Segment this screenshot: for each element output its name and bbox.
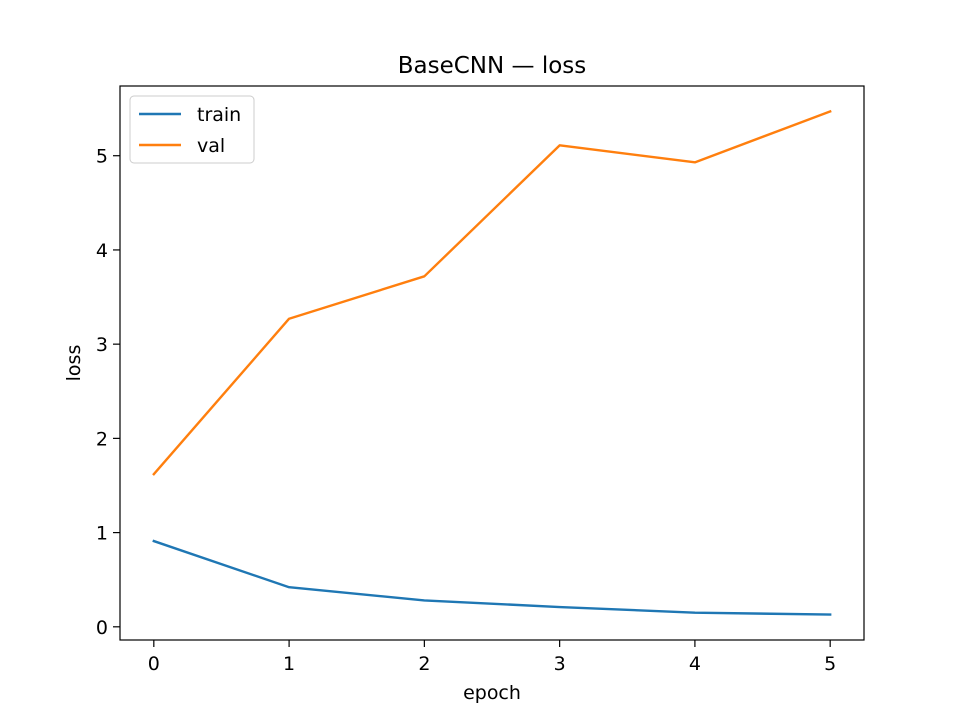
axes-layer: 0 1 2 3 4 5 0 1 2 3 4 5: [96, 146, 836, 675]
y-tick-label: 2: [96, 428, 108, 450]
x-tick-label: 3: [554, 653, 566, 675]
legend-box: [129, 95, 255, 164]
y-tick-label: 4: [96, 240, 108, 262]
y-tick-label: 0: [96, 617, 108, 639]
series-line-val: [152, 109, 832, 476]
series-line-train: [152, 539, 832, 616]
y-tick-label: 3: [96, 334, 108, 356]
x-tick-label: 5: [824, 653, 836, 675]
y-axis-label: loss: [63, 345, 85, 382]
plot-frame: [119, 85, 865, 641]
y-tick-label: 5: [96, 146, 108, 168]
x-axis-label: epoch: [463, 682, 521, 704]
legend-label-train: train: [197, 104, 241, 126]
chart-title: BaseCNN — loss: [398, 53, 587, 79]
y-tick-label: 1: [96, 523, 108, 545]
legend-label-val: val: [197, 135, 225, 157]
x-tick-label: 4: [689, 653, 701, 675]
x-tick-label: 2: [418, 653, 430, 675]
x-tick-label: 0: [148, 653, 160, 675]
x-tick-label: 1: [283, 653, 295, 675]
series-layer: [152, 109, 832, 616]
legend: train val: [129, 95, 255, 164]
